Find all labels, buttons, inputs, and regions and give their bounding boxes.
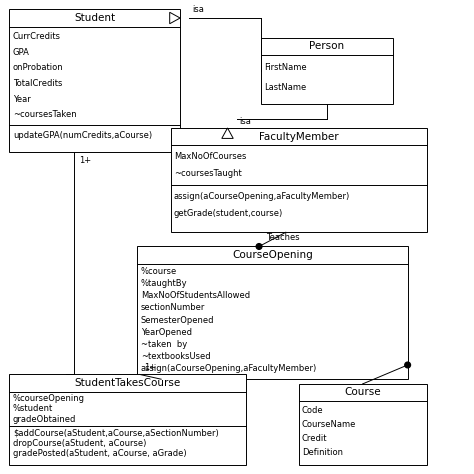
Text: TotalCredits: TotalCredits (13, 79, 62, 88)
Text: Credit: Credit (302, 434, 328, 443)
Text: Code: Code (302, 406, 324, 415)
Text: gradeObtained: gradeObtained (13, 415, 76, 424)
Text: YearOpened: YearOpened (141, 328, 192, 337)
Bar (171, 128, 427, 232)
Text: CourseName: CourseName (302, 420, 356, 429)
Bar (9, 374, 246, 465)
Text: onProbation: onProbation (13, 64, 64, 73)
Text: sectionNumber: sectionNumber (141, 303, 205, 312)
Text: ~textbooksUsed: ~textbooksUsed (141, 352, 210, 361)
Polygon shape (222, 128, 233, 138)
Text: %courseOpening: %courseOpening (13, 394, 85, 403)
Text: ~coursesTaken: ~coursesTaken (13, 110, 76, 119)
Text: FirstName: FirstName (264, 64, 307, 73)
Text: SemesterOpened: SemesterOpened (141, 316, 214, 325)
Bar (299, 384, 427, 465)
Circle shape (256, 244, 262, 249)
Text: dropCourse(aStudent, aCourse): dropCourse(aStudent, aCourse) (13, 438, 146, 447)
Circle shape (405, 362, 410, 368)
Text: 1+: 1+ (145, 363, 157, 372)
Bar (137, 246, 408, 379)
Text: %taughtBy: %taughtBy (141, 279, 187, 288)
Text: ~coursesTaught: ~coursesTaught (174, 169, 242, 178)
Text: assign(aCourseOpening,aFacultyMember): assign(aCourseOpening,aFacultyMember) (141, 365, 317, 374)
Bar (9, 9, 180, 152)
Text: getGrade(student,course): getGrade(student,course) (174, 210, 283, 219)
Text: Student: Student (74, 13, 115, 23)
Text: GPA: GPA (13, 48, 30, 57)
Text: ~taken  by: ~taken by (141, 340, 187, 349)
Text: MaxNoOfStudentsAllowed: MaxNoOfStudentsAllowed (141, 292, 250, 301)
Text: %course: %course (141, 267, 177, 276)
Text: MaxNoOfCourses: MaxNoOfCourses (174, 152, 246, 161)
Text: gradePosted(aStudent, aCourse, aGrade): gradePosted(aStudent, aCourse, aGrade) (13, 449, 186, 458)
Bar (261, 38, 393, 104)
Text: Teaches: Teaches (266, 233, 300, 241)
Text: Course: Course (344, 387, 381, 398)
Text: assign(aCourseOpening,aFacultyMember): assign(aCourseOpening,aFacultyMember) (174, 192, 350, 201)
Text: Person: Person (310, 41, 345, 52)
Text: isa: isa (192, 5, 204, 14)
Text: 1+: 1+ (79, 156, 91, 165)
Text: FacultyMember: FacultyMember (259, 131, 338, 142)
Text: isa: isa (239, 117, 251, 126)
Text: StudentTakesCourse: StudentTakesCourse (75, 378, 181, 388)
Text: Year: Year (13, 95, 30, 104)
Text: CourseOpening: CourseOpening (232, 250, 313, 260)
Text: $addCourse(aStudent,aCourse,aSectionNumber): $addCourse(aStudent,aCourse,aSectionNumb… (13, 428, 219, 437)
Polygon shape (170, 12, 180, 24)
Text: LastName: LastName (264, 83, 306, 92)
Text: updateGPA(numCredits,aCourse): updateGPA(numCredits,aCourse) (13, 131, 152, 140)
Text: Definition: Definition (302, 448, 343, 457)
Text: CurrCredits: CurrCredits (13, 32, 61, 41)
Text: %student: %student (13, 404, 53, 413)
